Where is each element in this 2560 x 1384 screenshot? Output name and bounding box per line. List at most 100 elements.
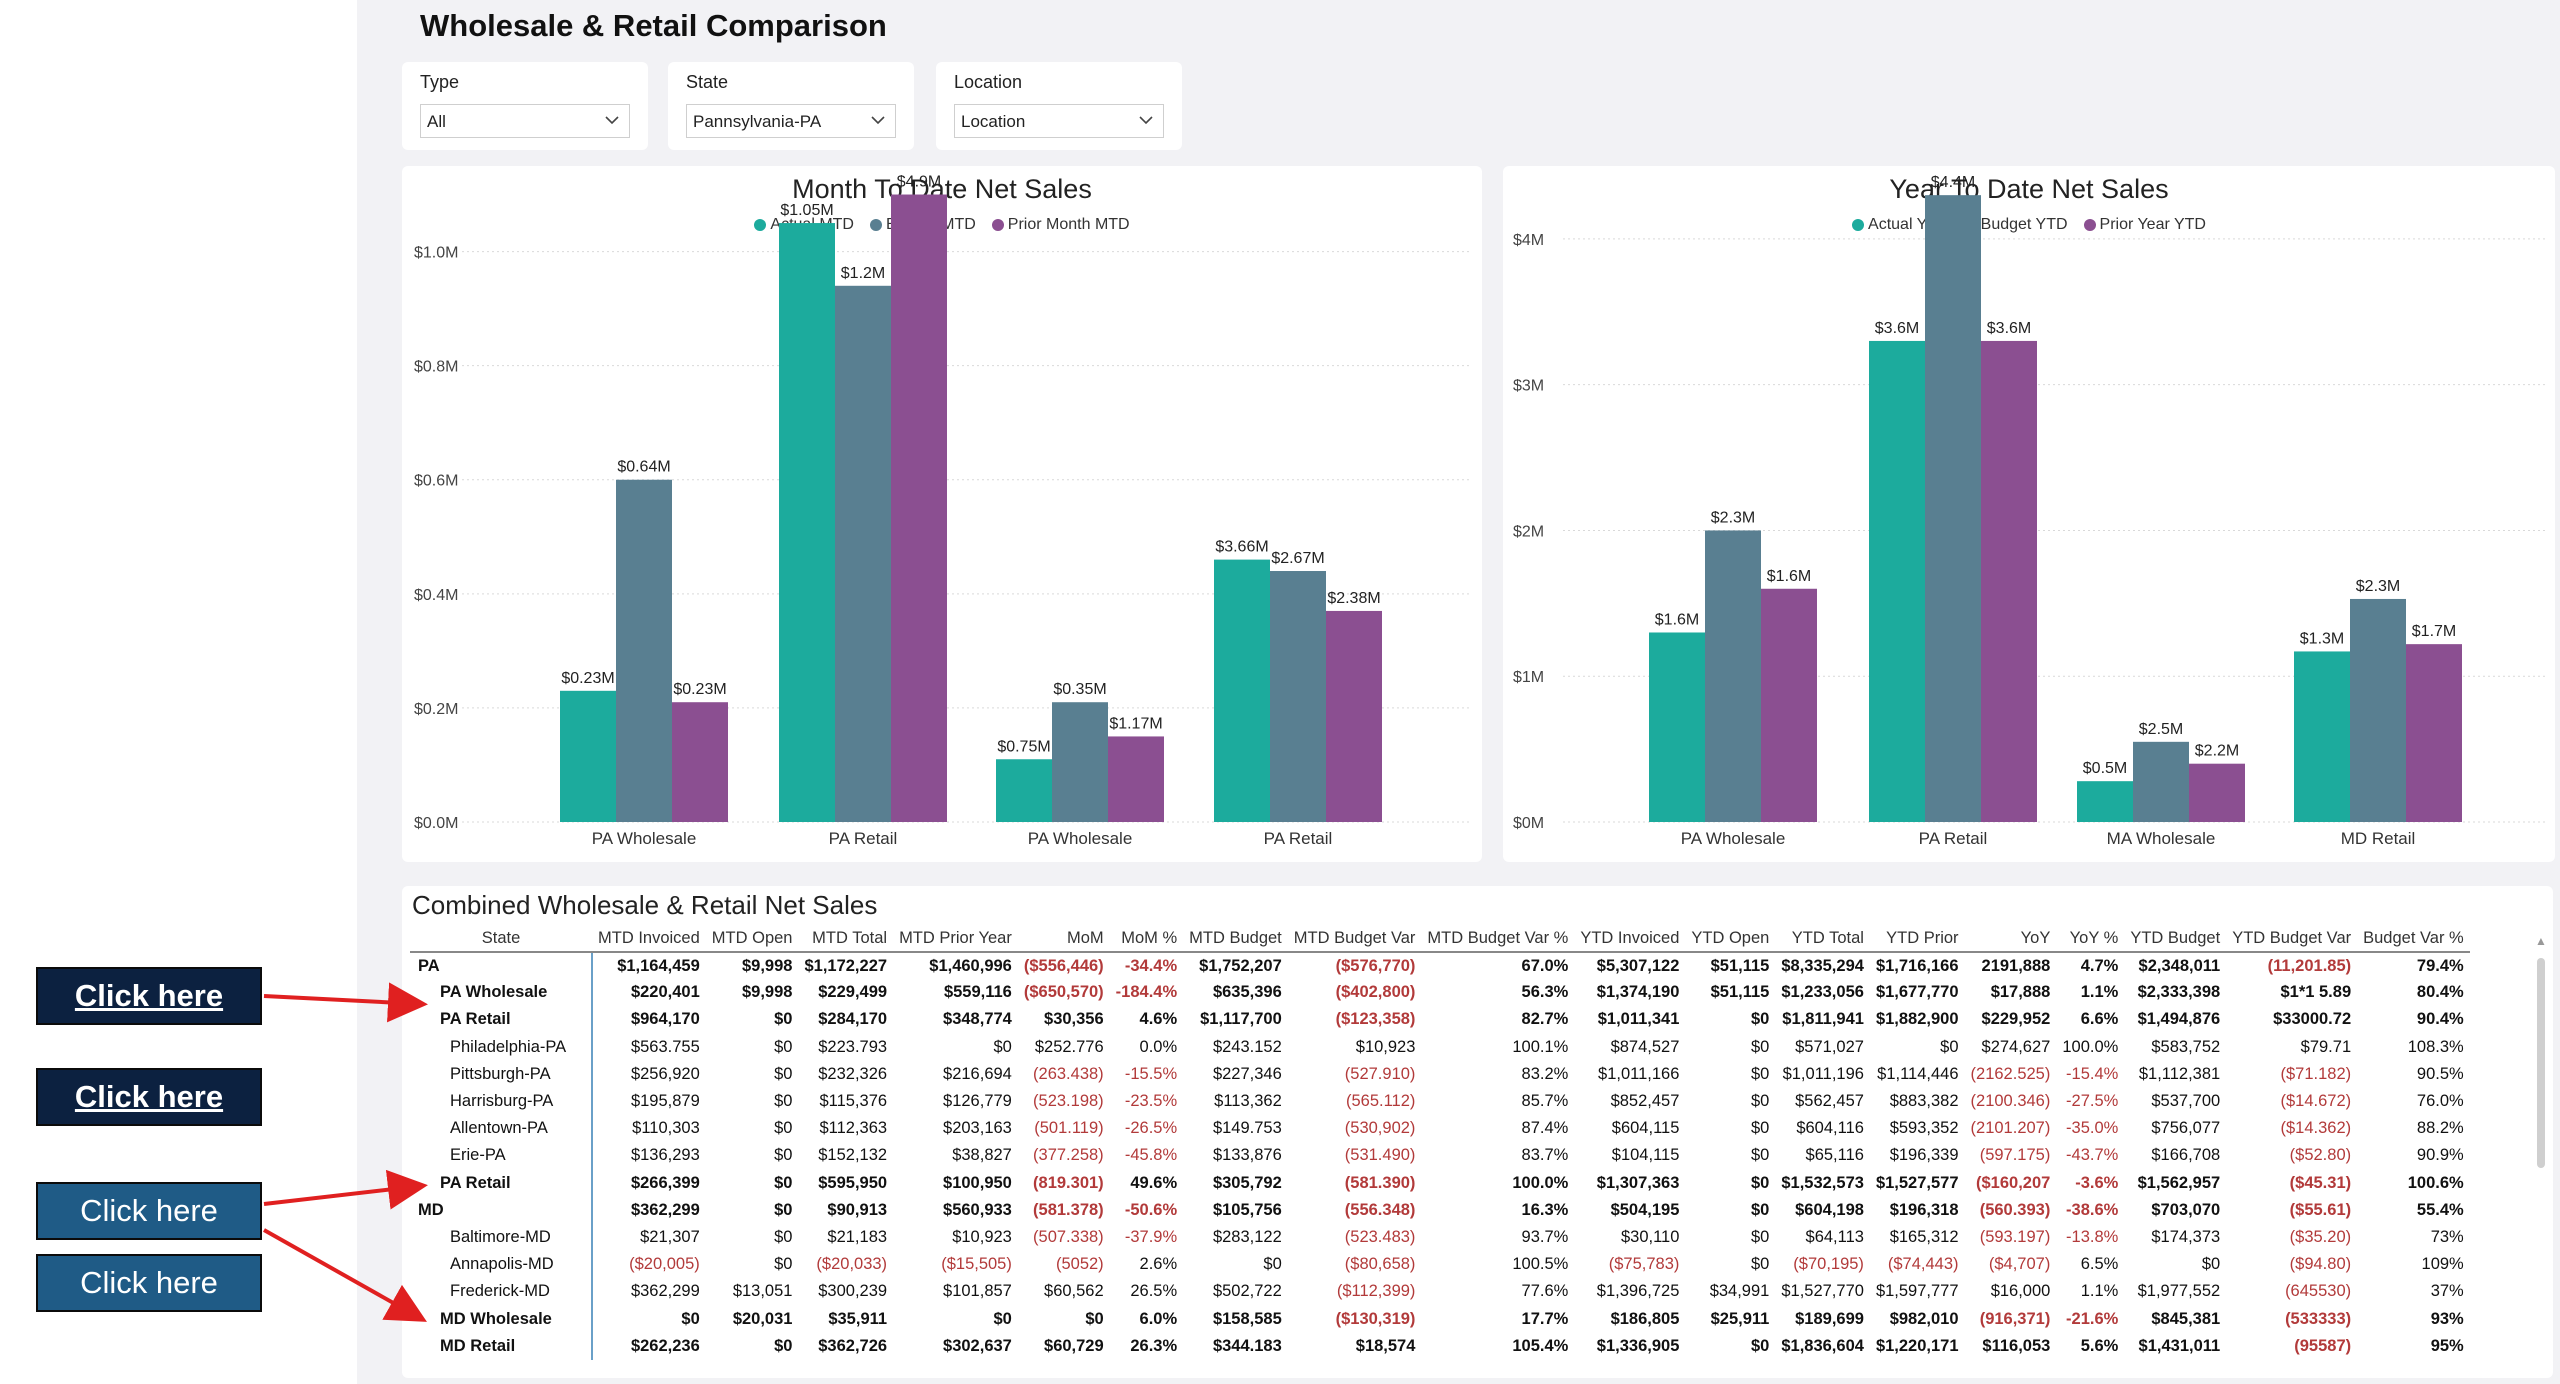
bar-prior-month-mtd[interactable] (672, 702, 728, 822)
bar-prior-year-ytd[interactable] (1981, 340, 2037, 822)
scroll-up-icon[interactable]: ▲ (2535, 934, 2547, 948)
column-header[interactable]: YTD Open (1685, 926, 1776, 953)
table-row[interactable]: MD Retail $262,236 $0 $362,726 $302,637 $60,7… (410, 1332, 2470, 1360)
table-cell: (556.348) (1344, 1200, 1416, 1219)
table-row[interactable]: Philadelphia-PA $563.755 $0 $223.793 $0 $252.… (410, 1033, 2470, 1061)
column-header[interactable]: MTD Budget (1183, 926, 1288, 953)
scrollbar-thumb[interactable] (2537, 958, 2545, 1168)
column-header[interactable]: State (410, 926, 592, 953)
bar-prior-year-ytd[interactable] (2406, 644, 2462, 822)
bar-budget-ytd[interactable] (1925, 195, 1981, 823)
bar-actual-ytd[interactable] (1869, 340, 1925, 822)
table-row[interactable]: PA Retail $266,399 $0 $595,950 $100,950 (819.… (410, 1169, 2470, 1197)
click-here-button-2[interactable]: Click here (36, 1068, 262, 1126)
table-row[interactable]: Harrisburg-PA $195,879 $0 $115,376 $126,779 (… (410, 1087, 2470, 1116)
table-row[interactable]: MD Wholesale $0 $20,031 $35,911 $0 $0 6.0% $158… (410, 1305, 2470, 1333)
bar-prior-year-ytd[interactable] (1761, 588, 1817, 822)
click-here-button-4[interactable]: Click here (36, 1254, 262, 1312)
column-header[interactable]: YTD Prior (1869, 926, 1965, 953)
bar-budget-mtd[interactable] (835, 285, 891, 822)
bar-actual-ytd[interactable] (2294, 651, 2350, 822)
bar-actual-ytd[interactable] (2077, 781, 2133, 822)
column-header[interactable]: MTD Total (798, 926, 894, 953)
location-dropdown[interactable]: Location (954, 104, 1164, 138)
bar-actual-ytd[interactable] (1649, 632, 1705, 822)
column-header[interactable]: MTD Budget Var (1287, 926, 1422, 953)
bar-actual-mtd[interactable] (1214, 559, 1270, 822)
table-cell: ($15,505) (941, 1255, 1012, 1274)
column-header[interactable]: MTD Invoiced (592, 926, 706, 953)
table-cell: $362,299 (630, 1282, 700, 1301)
bar-actual-mtd[interactable] (560, 690, 616, 822)
table-cell: (560.393) (1979, 1200, 2051, 1219)
row-label: Frederick-MD (410, 1278, 593, 1306)
table-cell: $0 (1750, 1227, 1770, 1246)
table-row[interactable]: PA Wholesale $220,401 $9,998 $229,499 $559,1… (410, 979, 2470, 1007)
table-cell: $9,998 (742, 956, 793, 975)
table-row[interactable]: PA Retail $964,170 $0 $284,170 $348,774 $30,3… (410, 1006, 2470, 1034)
table-cell: $189,699 (1795, 1309, 1864, 1328)
bar-budget-ytd[interactable] (2350, 598, 2406, 822)
table-cell: $1,460,996 (929, 956, 1012, 975)
legend-item-prior[interactable]: Prior Year YTD (2083, 216, 2206, 234)
bar-prior-month-mtd[interactable] (1326, 610, 1382, 822)
bar-prior-month-mtd[interactable] (1108, 736, 1164, 822)
bar-actual-mtd[interactable] (779, 223, 835, 823)
y-tick-label: $4M (1513, 232, 1544, 249)
location-filter: Location Location (936, 62, 1182, 150)
column-header[interactable]: MTD Open (705, 926, 799, 953)
bar-budget-mtd[interactable] (1052, 702, 1108, 822)
column-header[interactable]: YTD Budget (2124, 926, 2227, 953)
click-here-button-1[interactable]: Click here (36, 967, 262, 1025)
table-title: Combined Wholesale & Retail Net Sales (412, 890, 878, 920)
table-cell: $5,307,122 (1596, 956, 1680, 975)
column-header[interactable]: YoY (1964, 926, 2057, 953)
bar-prior-month-mtd[interactable] (891, 194, 947, 823)
table-cell: $64,113 (1805, 1227, 1864, 1246)
table-row[interactable]: Baltimore-MD $21,307 $0 $21,183 $10,923 (507.… (410, 1223, 2470, 1252)
table-cell: -13.8% (2066, 1227, 2119, 1246)
table-row[interactable]: MD $362,299 $0 $90,913 $560,933 (581.378) -50.… (410, 1196, 2470, 1224)
table-cell: $0 (774, 1336, 793, 1355)
table-scrollbar[interactable]: ▲ (2535, 934, 2547, 1372)
column-header[interactable]: MoM (1017, 926, 1110, 953)
column-header[interactable]: MTD Budget Var % (1421, 926, 1575, 953)
type-filter: Type All (402, 62, 648, 150)
table-cell: $232,326 (818, 1064, 888, 1083)
click-here-button-3[interactable]: Click here (36, 1182, 262, 1240)
column-header[interactable]: MTD Prior Year (893, 926, 1018, 953)
table-cell: $0 (1750, 1092, 1770, 1111)
column-header[interactable]: MoM % (1109, 926, 1184, 953)
bar-actual-mtd[interactable] (996, 759, 1052, 822)
column-header[interactable]: YTD Total (1775, 926, 1870, 953)
bar-budget-mtd[interactable] (1270, 571, 1326, 822)
bar-budget-mtd[interactable] (616, 479, 672, 822)
column-header[interactable]: YoY % (2056, 926, 2125, 953)
table-row[interactable]: Annapolis-MD ($20,005) $0 ($20,033) ($15,505… (410, 1251, 2470, 1279)
table-row[interactable]: Frederick-MD $362,299 $13,051 $300,239 $101,… (410, 1278, 2470, 1306)
table-cell: $874,527 (1610, 1037, 1680, 1056)
table-cell: (593.197) (1979, 1227, 2051, 1246)
table-row[interactable]: PA $1,164,459 $9,998 $1,172,227 $1,460,996 ($… (410, 952, 2470, 980)
bar-budget-ytd[interactable] (1705, 530, 1761, 822)
table-row[interactable]: Pittsburgh-PA $256,920 $0 $232,326 $216,694 (… (410, 1060, 2470, 1088)
column-header[interactable]: Budget Var % (2357, 926, 2470, 953)
table-cell: $51,115 (1710, 983, 1770, 1002)
column-header[interactable]: YTD Budget Var (2226, 926, 2358, 953)
table-cell: $0 (774, 1146, 793, 1165)
type-dropdown[interactable]: All (420, 104, 630, 138)
table-row[interactable]: Allentown-PA $110,303 $0 $112,363 $203,163 (5… (410, 1115, 2470, 1143)
table-cell: $845,381 (2151, 1309, 2221, 1328)
table-row[interactable]: Erie-PA $136,293 $0 $152,132 $38,827 (377.258… (410, 1142, 2470, 1170)
data-label: $1.6M (1655, 611, 1699, 628)
table-cell: (565.112) (1346, 1092, 1416, 1111)
column-header[interactable]: YTD Invoiced (1574, 926, 1686, 953)
state-dropdown[interactable]: Pannsylvania-PA (686, 104, 896, 138)
legend-item-prior[interactable]: Prior Month MTD (991, 216, 1130, 234)
bar-prior-year-ytd[interactable] (2189, 763, 2245, 822)
table-cell: $1,396,725 (1596, 1282, 1680, 1301)
table-cell: 73% (2430, 1227, 2464, 1246)
table-cell: $0 (1085, 1309, 1104, 1328)
data-label: $2.2M (2195, 743, 2239, 760)
bar-budget-ytd[interactable] (2133, 741, 2189, 822)
